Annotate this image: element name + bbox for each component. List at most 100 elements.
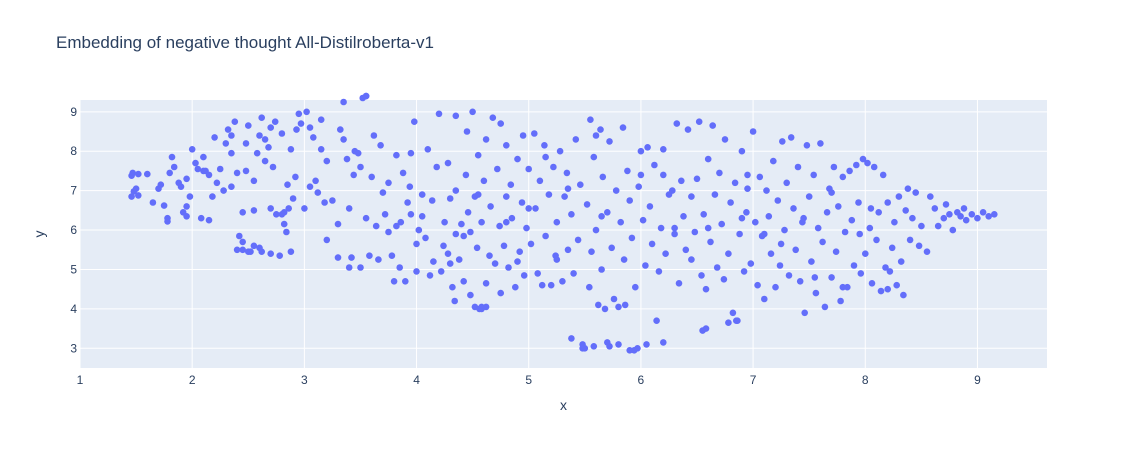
- scatter-point: [211, 134, 218, 141]
- x-tick-label: 2: [189, 373, 196, 387]
- scatter-point: [592, 132, 600, 139]
- scatter-point: [301, 205, 308, 212]
- scatter-point: [946, 211, 953, 218]
- scatter-point: [862, 250, 869, 257]
- scatter-point: [239, 246, 246, 254]
- scatter-point: [209, 193, 216, 200]
- scatter-point: [390, 278, 398, 285]
- scatter-point: [803, 142, 811, 149]
- scatter-point: [415, 226, 423, 234]
- scatter-point: [473, 244, 481, 252]
- scatter-point: [310, 134, 317, 141]
- scatter-point: [812, 289, 820, 297]
- scatter-point: [891, 218, 898, 226]
- scatter-point: [166, 169, 173, 177]
- scatter-point: [503, 142, 510, 149]
- scatter-point: [435, 110, 443, 118]
- scatter-point: [801, 309, 808, 317]
- scatter-point: [620, 256, 628, 263]
- scatter-point: [460, 278, 468, 285]
- scatter-point: [866, 224, 874, 232]
- scatter-point: [619, 124, 627, 131]
- scatter-point: [761, 295, 768, 303]
- scatter-point: [323, 157, 331, 165]
- scatter-point: [680, 213, 687, 220]
- y-tick-label: 3: [70, 341, 77, 355]
- scatter-point: [144, 170, 151, 178]
- scatter-point: [334, 254, 342, 261]
- scatter-point: [478, 218, 485, 226]
- scatter-point: [306, 183, 314, 190]
- scatter-point: [388, 252, 396, 259]
- scatter-point: [671, 224, 678, 232]
- scatter-point: [343, 155, 351, 163]
- scatter-point: [738, 214, 746, 222]
- scatter-point: [267, 250, 275, 257]
- scatter-point: [960, 205, 968, 212]
- scatter-point: [850, 262, 858, 269]
- scatter-point: [547, 281, 555, 289]
- x-axis-title: x: [560, 397, 567, 413]
- scatter-point: [985, 213, 992, 220]
- scatter-point: [430, 258, 437, 265]
- scatter-point: [467, 291, 474, 299]
- scatter-point: [707, 238, 714, 246]
- scatter-point: [550, 163, 557, 171]
- scatter-point: [637, 171, 645, 179]
- scatter-point: [231, 118, 239, 125]
- scatter-point: [864, 159, 871, 167]
- scatter-point: [783, 179, 790, 187]
- scatter-point: [345, 264, 353, 271]
- scatter-point: [655, 268, 663, 275]
- scatter-point: [897, 258, 905, 265]
- scatter-point: [915, 242, 923, 250]
- scatter-point: [247, 248, 254, 255]
- scatter-point: [407, 211, 415, 218]
- scatter-point: [574, 236, 582, 244]
- scatter-point: [856, 230, 863, 238]
- scatter-point: [312, 177, 319, 185]
- scatter-point: [525, 165, 532, 173]
- scatter-point: [396, 264, 404, 271]
- scatter-point: [467, 228, 474, 236]
- scatter-point: [756, 173, 764, 181]
- scatter-point: [197, 214, 205, 222]
- scatter-point: [564, 185, 572, 192]
- x-tick-label: 5: [525, 373, 532, 387]
- scatter-point: [559, 278, 566, 285]
- scatter-point: [233, 169, 241, 177]
- scatter-point: [350, 171, 358, 179]
- scatter-point: [767, 250, 775, 257]
- scatter-point: [267, 124, 275, 131]
- scatter-point: [957, 213, 964, 220]
- scatter-point: [265, 144, 272, 151]
- scatter-point: [790, 205, 797, 212]
- scatter-point: [635, 183, 642, 190]
- scatter-point: [500, 242, 508, 250]
- scatter-point: [870, 163, 878, 171]
- tick-labels: 1 2 3 4 5 6 7 8 9 3 4 5 6 7 8 9: [70, 105, 981, 387]
- scatter-point: [772, 283, 779, 291]
- scatter-point: [354, 149, 362, 157]
- scatter-point: [695, 118, 703, 125]
- scatter-point: [496, 222, 503, 230]
- scatter-point: [157, 181, 165, 188]
- scatter-point: [278, 130, 286, 137]
- scatter-point: [519, 132, 527, 139]
- scatter-point: [968, 211, 976, 218]
- scatter-point: [688, 193, 695, 200]
- scatter-point: [660, 339, 667, 346]
- scatter-point: [370, 132, 378, 139]
- scatter-point: [754, 281, 761, 289]
- scatter-point: [205, 171, 213, 179]
- scatter-point: [857, 270, 865, 277]
- scatter-point: [393, 222, 400, 230]
- scatter-point: [183, 175, 190, 183]
- scatter-point: [250, 177, 258, 185]
- scatter-point: [727, 199, 734, 206]
- scatter-point: [682, 246, 690, 254]
- scatter-point: [610, 295, 618, 303]
- scatter-point: [135, 170, 142, 178]
- scatter-point: [377, 142, 384, 149]
- scatter-point: [464, 209, 472, 216]
